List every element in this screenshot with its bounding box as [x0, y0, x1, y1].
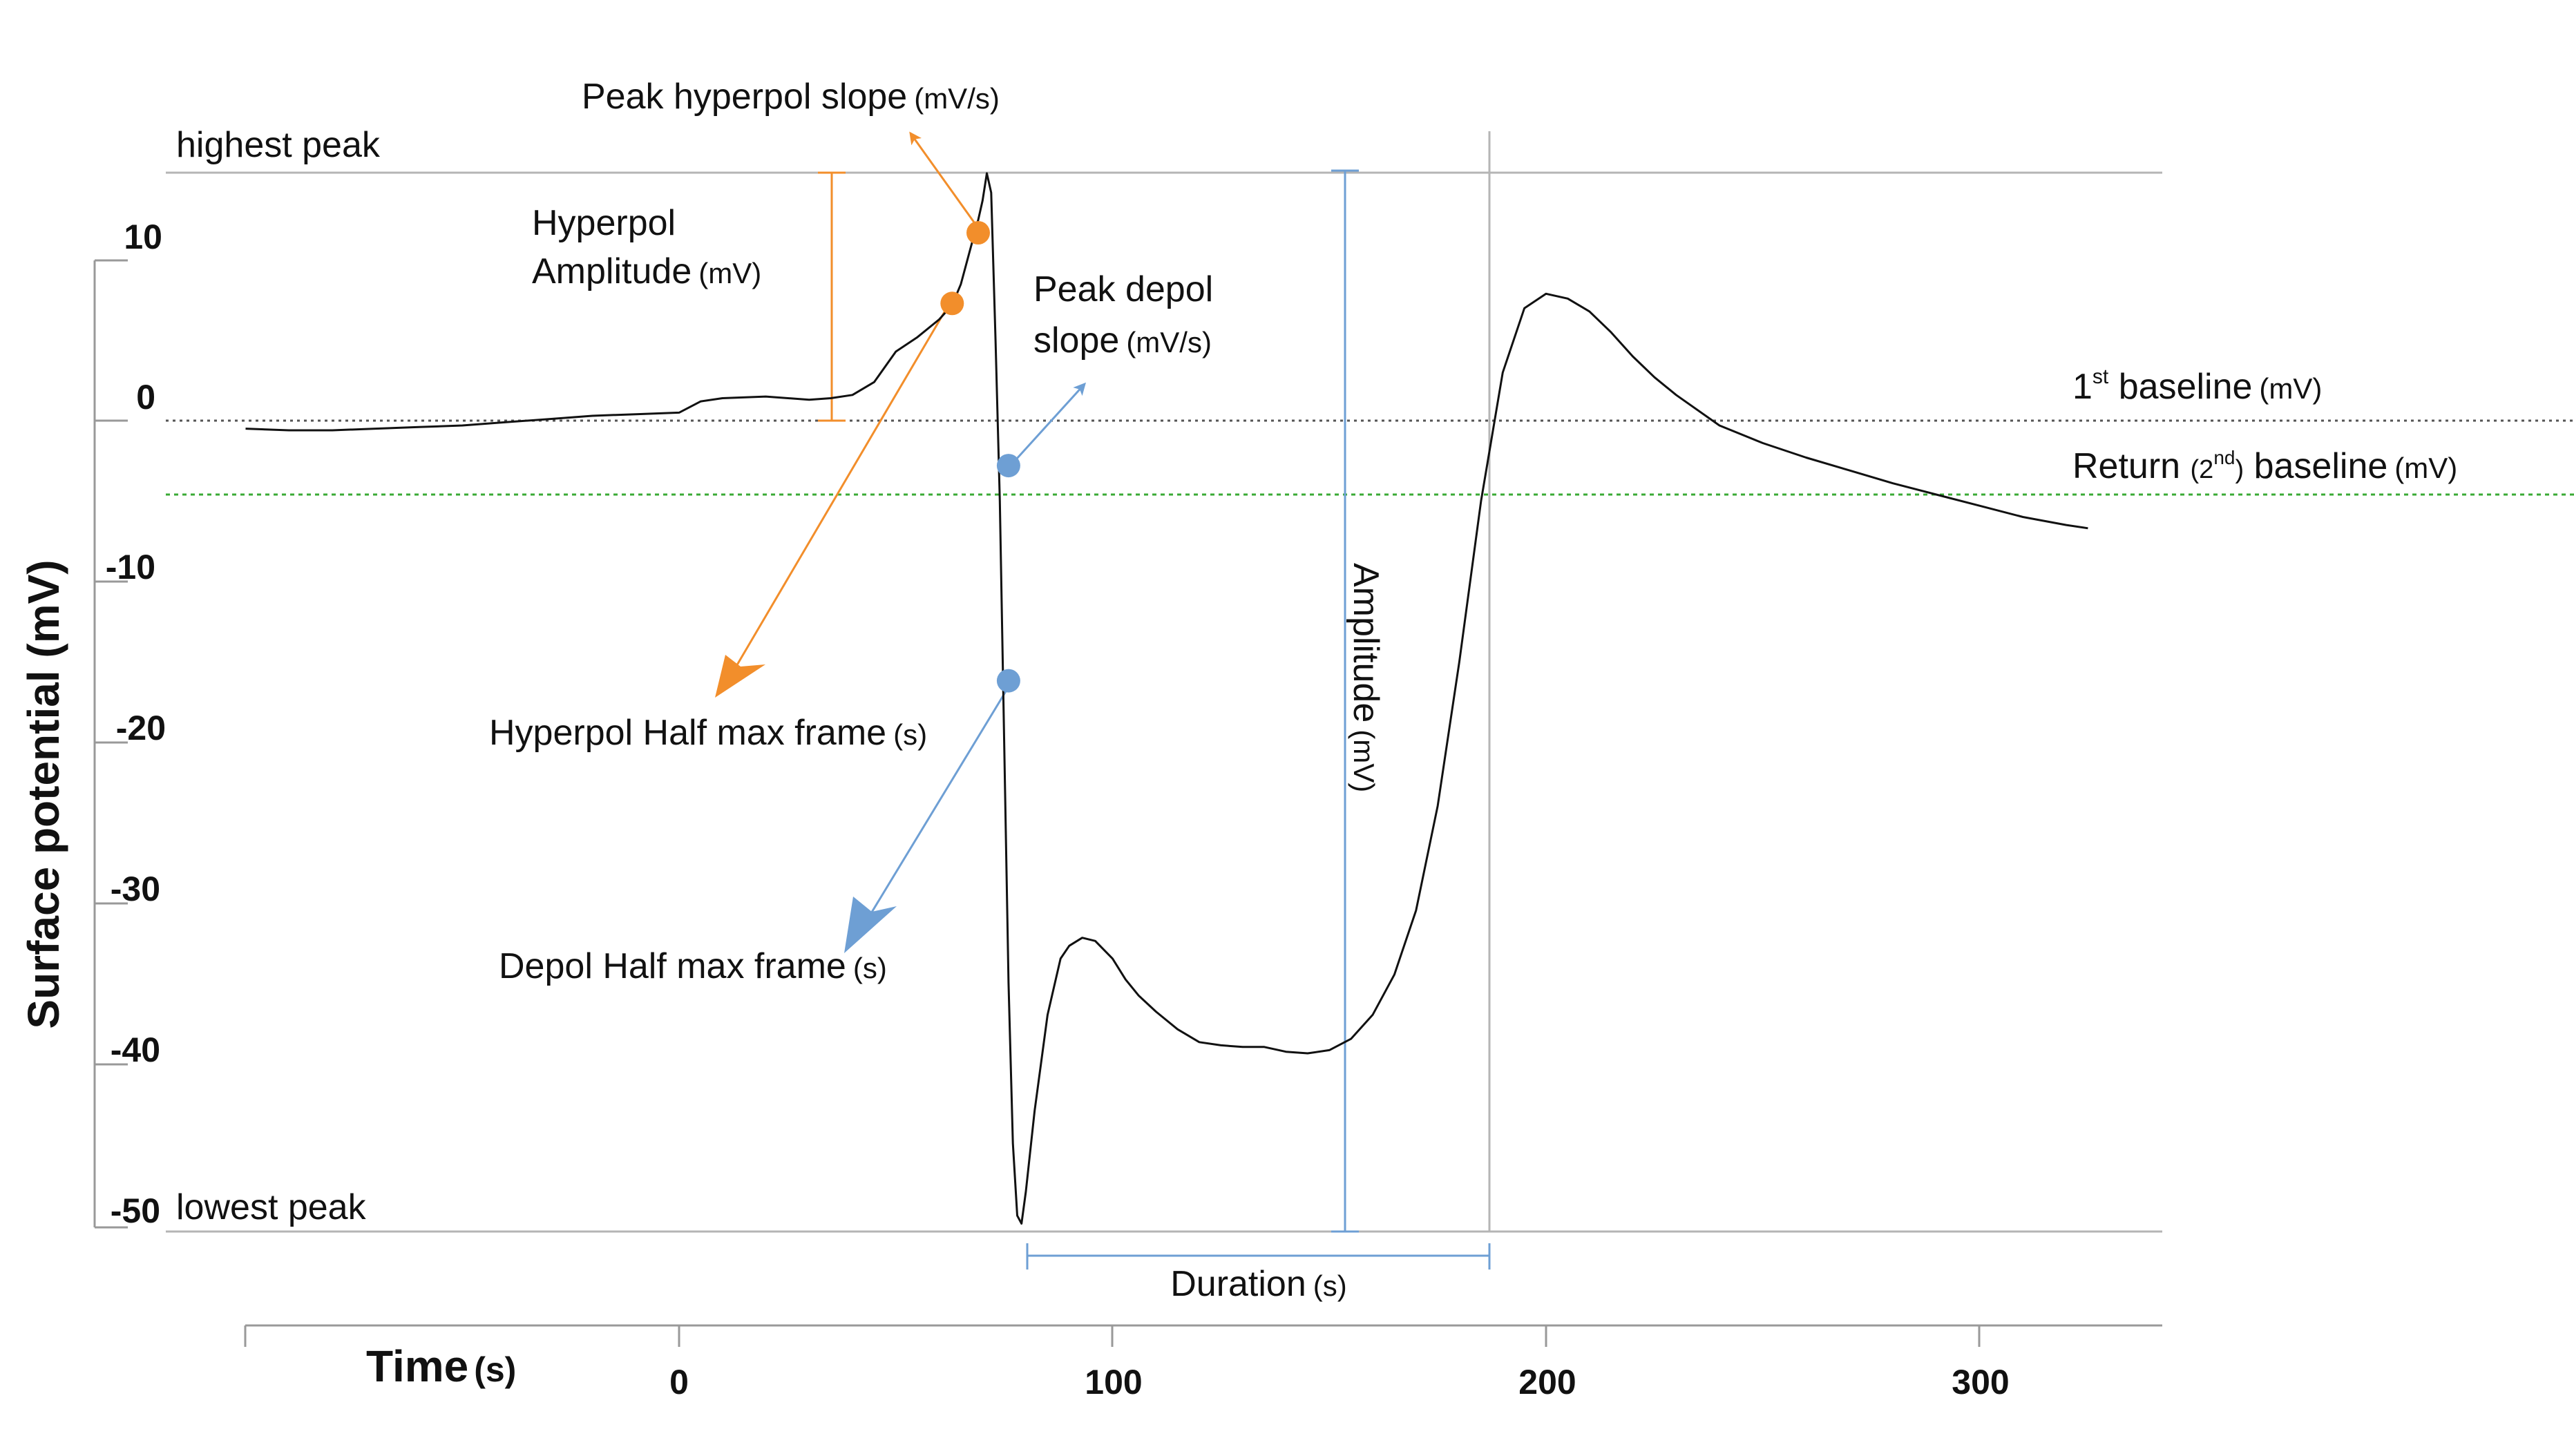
peak-hyperpol-slope-arrow — [909, 131, 981, 231]
amplitude-unit: (mV) — [1348, 729, 1380, 792]
hyperpol-half-max-label: Hyperpol Half max frame (s) — [489, 713, 927, 753]
y-tick-label-10: 10 — [124, 218, 162, 256]
y-tick-label-minus20: -20 — [116, 709, 166, 747]
series-line-0 — [245, 172, 2088, 1225]
x-axis-title: Time (s) — [366, 1341, 516, 1391]
depol-half-max-arrowhead — [844, 897, 897, 953]
x-tick-label-200: 200 — [1518, 1363, 1576, 1401]
return-baseline-label: Return (2nd) baseline (mV) — [2072, 446, 2457, 486]
duration-label: Duration (s) — [1170, 1264, 1347, 1304]
y-tick-label-minus50: -50 — [111, 1191, 160, 1230]
amplitude-text: Amplitude — [1346, 563, 1386, 722]
amplitude-label: Amplitude (mV) — [1346, 563, 1386, 792]
hyperpol-amplitude-unit: (mV) — [698, 257, 761, 289]
return-baseline-prefix: Return — [2072, 446, 2191, 486]
y-tick-label-minus10: -10 — [106, 548, 155, 586]
y-tick-label-minus30: -30 — [111, 870, 160, 908]
peak-hyperpol-slope-text: Peak hyperpol slope — [582, 77, 907, 117]
x-axis-title-unit: (s) — [474, 1350, 516, 1389]
depol-half-max-unit: (s) — [853, 952, 887, 984]
duration-bracket — [1026, 1243, 1491, 1270]
x-tick-label-0: 0 — [669, 1363, 689, 1401]
return-baseline-sub: (2 — [2191, 455, 2214, 484]
hyperpol-half-max-unit: (s) — [893, 718, 927, 751]
hyperpol-half-max-arrow — [721, 303, 951, 691]
y-axis: 10 0 -10 -20 -30 -40 -50 Surface potenti… — [19, 218, 166, 1230]
x-axis: 0 100 200 300 Time (s) — [244, 1324, 2162, 1401]
hyperpol-half-max-text: Hyperpol Half max frame — [489, 713, 886, 753]
first-baseline-suffix: baseline — [2108, 367, 2252, 407]
amplitude-bar — [1331, 169, 1359, 1233]
marker-point-2 — [996, 454, 1020, 478]
y-tick-label-minus40: -40 — [111, 1031, 160, 1069]
marker-layer — [940, 221, 1020, 693]
return-baseline-suffix: baseline — [2244, 446, 2387, 486]
depol-half-max-arrow — [852, 684, 1011, 943]
series-layer — [245, 172, 2088, 1225]
return-baseline-unit: (mV) — [2394, 452, 2457, 484]
x-axis-title-text: Time — [366, 1341, 468, 1391]
duration-text: Duration — [1170, 1264, 1306, 1304]
first-baseline-unit: (mV) — [2259, 372, 2322, 405]
peak-depol-slope-arrow — [1008, 382, 1087, 468]
lowest-peak-label: lowest peak — [176, 1187, 367, 1227]
first-baseline-sup: st — [2092, 365, 2109, 388]
peak-hyperpol-slope-label: Peak hyperpol slope (mV/s) — [582, 77, 1000, 117]
duration-unit: (s) — [1313, 1270, 1347, 1302]
return-baseline-close: ) — [2235, 455, 2244, 484]
first-baseline-label: 1st baseline (mV) — [2072, 365, 2322, 407]
peak-depol-slope-label-line1: Peak depol — [1033, 269, 1213, 309]
hyperpol-half-max-arrowhead — [715, 655, 765, 698]
depol-half-max-label: Depol Half max frame (s) — [499, 946, 887, 986]
x-tick-label-300: 300 — [1952, 1363, 2009, 1401]
hyperpol-amplitude-bar — [818, 171, 846, 422]
marker-point-1 — [940, 291, 964, 316]
peak-depol-slope-unit: (mV/s) — [1126, 326, 1212, 358]
return-baseline-sup: nd — [2213, 447, 2235, 468]
depol-half-max-text: Depol Half max frame — [499, 946, 846, 986]
marker-point-3 — [996, 669, 1020, 693]
y-tick-label-0: 0 — [136, 378, 155, 416]
first-baseline-prefix: 1 — [2072, 367, 2092, 407]
hyperpol-amplitude-label-line1: Hyperpol — [532, 203, 676, 243]
peak-hyperpol-slope-unit: (mV/s) — [914, 82, 1000, 115]
peak-depol-slope-text: slope — [1033, 320, 1119, 361]
highest-peak-label: highest peak — [176, 125, 381, 165]
hyperpol-amplitude-text: Amplitude — [532, 251, 692, 291]
y-axis-title: Surface potential (mV) — [19, 559, 68, 1028]
hyperpol-amplitude-label-line2: Amplitude (mV) — [532, 251, 761, 291]
marker-point-0 — [966, 221, 990, 245]
peak-depol-slope-label-line2: slope (mV/s) — [1033, 320, 1212, 361]
x-tick-label-100: 100 — [1085, 1363, 1142, 1401]
